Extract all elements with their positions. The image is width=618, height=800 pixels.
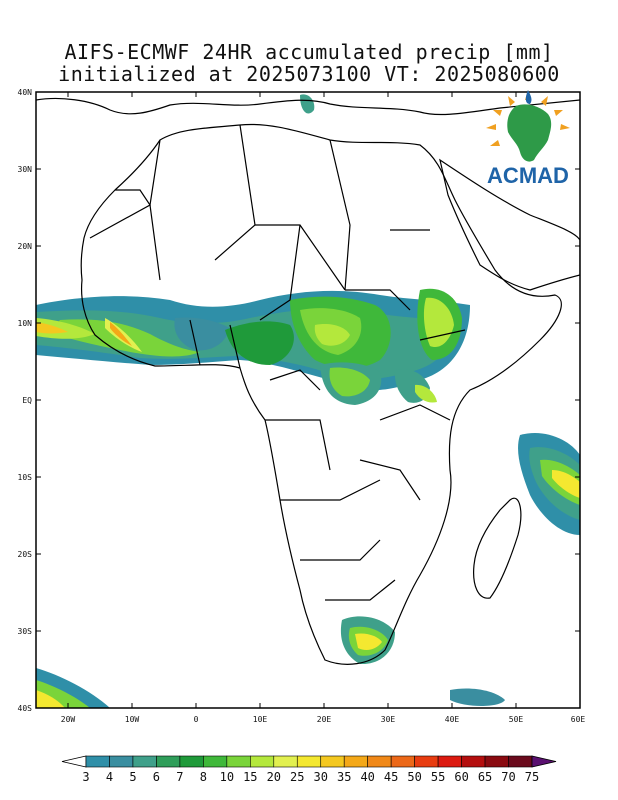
legend-swatch <box>109 755 134 768</box>
precip-map: 40N 30N 20N 10N EQ 10S 20S 30S 40S 20W 10W 0 10E 20E… <box>18 88 586 724</box>
legend-level-label: 55 <box>431 770 445 784</box>
legend-swatch <box>226 755 251 768</box>
lat-label: 20S <box>18 550 33 559</box>
legend-swatch <box>296 755 322 768</box>
legend-level-label: 6 <box>153 770 160 784</box>
legend-level-label: 40 <box>360 770 374 784</box>
lat-label: 10S <box>18 473 33 482</box>
lon-label: 60E <box>571 715 586 724</box>
legend-level-label: 45 <box>384 770 398 784</box>
legend-level-label: 3 <box>82 770 89 784</box>
lon-label: 50E <box>509 715 524 724</box>
legend-swatch <box>203 755 228 768</box>
legend-swatch <box>390 755 415 768</box>
lat-label: EQ <box>22 396 32 405</box>
legend-swatch <box>414 755 439 768</box>
lon-label: 20E <box>317 715 332 724</box>
legend-level-label: 75 <box>525 770 539 784</box>
legend-high-arrow <box>531 755 557 768</box>
legend-swatch <box>132 755 157 768</box>
legend-swatch <box>320 755 345 768</box>
legend-low-arrow <box>61 755 87 768</box>
legend-level-label: 8 <box>200 770 207 784</box>
acmad-logo-text: ACMAD <box>487 163 569 188</box>
legend-swatch <box>508 755 533 768</box>
lon-label: 10W <box>125 715 140 724</box>
lon-label: 10E <box>253 715 268 724</box>
legend-level-label: 10 <box>220 770 234 784</box>
lon-label: 40E <box>445 715 460 724</box>
legend-level-label: 60 <box>454 770 468 784</box>
africa-silhouette-icon <box>507 104 552 162</box>
lon-label: 0 <box>194 715 199 724</box>
legend-swatch <box>179 755 204 768</box>
legend-swatch <box>250 755 275 768</box>
lat-label: 30S <box>18 627 33 636</box>
legend-swatch <box>273 755 298 768</box>
legend-level-label: 30 <box>314 770 328 784</box>
legend-level-label: 65 <box>478 770 492 784</box>
legend-level-label: 70 <box>501 770 515 784</box>
legend-level-label: 50 <box>407 770 421 784</box>
acmad-logo: ACMAD <box>486 90 570 188</box>
lat-label: 10N <box>18 319 33 328</box>
lon-label: 20W <box>61 715 76 724</box>
legend-swatch <box>484 755 509 768</box>
color-legend: 3 4 5 6 7 8 10 15 20 25 30 35 40 45 50 55 60 65 70 75 <box>61 755 557 784</box>
lat-label: 20N <box>18 242 33 251</box>
legend-level-label: 35 <box>337 770 351 784</box>
legend-level-label: 7 <box>176 770 183 784</box>
legend-level-label: 4 <box>106 770 113 784</box>
legend-swatch <box>437 755 462 768</box>
precip-field <box>36 94 580 708</box>
water-drop-icon <box>525 90 532 104</box>
map-title-line-2: initialized at 2025073100 VT: 2025080600 <box>58 62 560 86</box>
coastlines-and-borders <box>36 97 580 665</box>
lat-label: 40S <box>18 704 33 713</box>
legend-swatch <box>343 755 368 768</box>
lon-label: 30E <box>381 715 396 724</box>
legend-level-label: 15 <box>243 770 257 784</box>
map-title-line-1: AIFS-ECMWF 24HR accumulated precip [mm] <box>64 40 554 64</box>
lat-label: 40N <box>18 88 33 97</box>
legend-level-label: 20 <box>267 770 281 784</box>
legend-swatch <box>461 755 486 768</box>
legend-swatch <box>156 755 181 768</box>
legend-swatch <box>85 755 110 768</box>
lat-label: 30N <box>18 165 33 174</box>
legend-level-label: 5 <box>129 770 136 784</box>
legend-swatch <box>367 755 392 768</box>
legend-level-label: 25 <box>290 770 304 784</box>
